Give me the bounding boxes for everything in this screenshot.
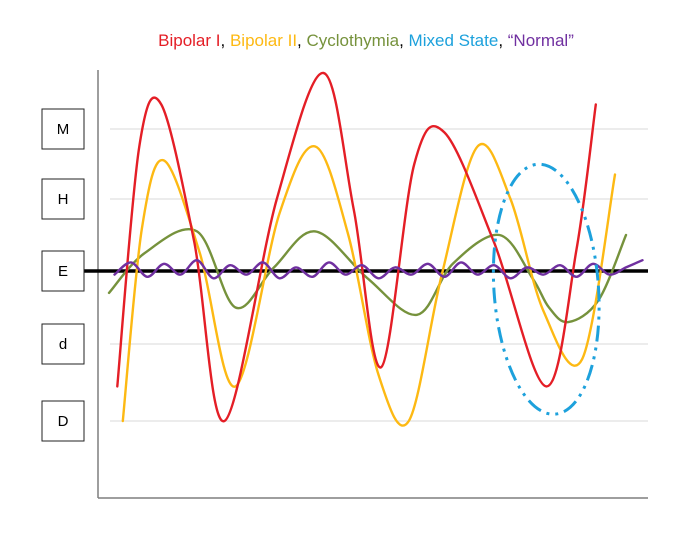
level-box-frame — [41, 323, 85, 365]
series-line-normal — [113, 259, 644, 280]
series-group — [107, 71, 628, 427]
grid-lines — [110, 128, 648, 422]
title-part: Bipolar I — [158, 31, 220, 50]
title-part: Cyclothymia — [307, 31, 400, 50]
mixed-state-ellipse — [491, 162, 601, 416]
level-label: d — [59, 336, 67, 353]
level-box-frame — [41, 400, 85, 442]
level-box-frame — [41, 108, 85, 150]
series-line-bipolar-ii — [121, 142, 617, 427]
level-boxes: M H Ed D — [41, 108, 85, 442]
series-line-cyclothymia — [107, 228, 628, 324]
title-part: , — [221, 31, 230, 50]
level-box-H: H — [41, 178, 85, 220]
level-box-d: d — [41, 323, 85, 365]
level-box-frame — [41, 250, 85, 292]
title-part: , — [399, 31, 408, 50]
level-label: D — [58, 413, 69, 430]
title-part: Mixed State — [409, 31, 499, 50]
level-box-frame — [41, 178, 85, 220]
title-part: , — [498, 31, 507, 50]
mixed-state-group — [491, 162, 601, 416]
level-label: M — [57, 121, 70, 138]
level-label: H — [58, 191, 69, 208]
series-line-bipolar-i — [116, 71, 597, 423]
level-box-D: D — [41, 400, 85, 442]
title-part: “Normal” — [508, 31, 574, 50]
title-part: Bipolar II — [230, 31, 297, 50]
title-part: , — [297, 31, 306, 50]
level-box-E: E — [41, 250, 85, 292]
chart-title: Bipolar I, Bipolar II, Cyclothymia, Mixe… — [158, 31, 574, 50]
level-box-M: M — [41, 108, 85, 150]
level-label: E — [58, 263, 68, 280]
axes — [97, 70, 648, 499]
